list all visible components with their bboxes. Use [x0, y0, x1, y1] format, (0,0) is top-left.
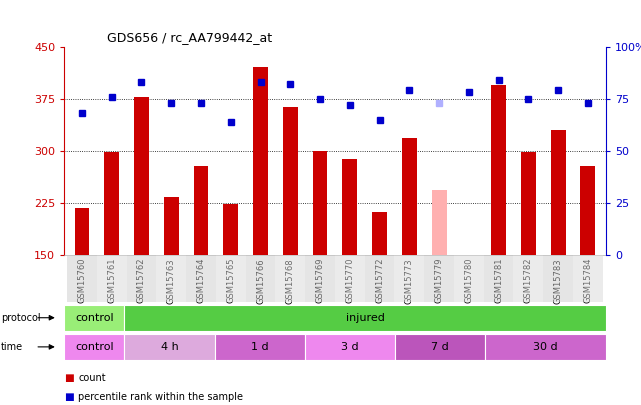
- Bar: [215, 334, 305, 360]
- Bar: [491, 85, 506, 255]
- Bar: [64, 334, 124, 360]
- Bar: [216, 255, 246, 302]
- Bar: [305, 255, 335, 302]
- Bar: [573, 255, 603, 302]
- Bar: [223, 204, 238, 255]
- Bar: [402, 139, 417, 255]
- Text: 7 d: 7 d: [431, 342, 449, 352]
- Bar: [431, 190, 447, 255]
- Text: percentile rank within the sample: percentile rank within the sample: [78, 392, 243, 402]
- Bar: [276, 255, 305, 302]
- Text: time: time: [1, 342, 23, 352]
- Bar: [365, 255, 394, 302]
- Bar: [74, 208, 89, 255]
- Bar: [127, 255, 156, 302]
- Bar: [186, 255, 216, 302]
- Bar: [513, 255, 543, 302]
- Text: ■: ■: [64, 392, 74, 402]
- Bar: [581, 166, 595, 255]
- Bar: [484, 255, 513, 302]
- Bar: [342, 159, 357, 255]
- Text: 1 d: 1 d: [251, 342, 269, 352]
- Text: count: count: [78, 373, 106, 383]
- Bar: [551, 130, 565, 255]
- Bar: [372, 212, 387, 255]
- Bar: [156, 255, 186, 302]
- Text: 30 d: 30 d: [533, 342, 558, 352]
- Bar: [194, 166, 208, 255]
- Bar: [246, 255, 276, 302]
- Bar: [97, 255, 127, 302]
- Bar: [283, 107, 297, 255]
- Text: control: control: [75, 313, 113, 323]
- Bar: [424, 255, 454, 302]
- Bar: [164, 198, 179, 255]
- Bar: [543, 255, 573, 302]
- Bar: [521, 152, 536, 255]
- Bar: [124, 305, 606, 331]
- Text: 4 h: 4 h: [160, 342, 178, 352]
- Text: ■: ■: [64, 373, 74, 383]
- Text: control: control: [75, 342, 113, 352]
- Bar: [253, 67, 268, 255]
- Bar: [485, 334, 606, 360]
- Text: GDS656 / rc_AA799442_at: GDS656 / rc_AA799442_at: [108, 31, 272, 44]
- Bar: [454, 255, 484, 302]
- Bar: [305, 334, 395, 360]
- Text: protocol: protocol: [1, 313, 40, 323]
- Bar: [104, 152, 119, 255]
- Text: injured: injured: [345, 313, 385, 323]
- Bar: [134, 97, 149, 255]
- Bar: [124, 334, 215, 360]
- Bar: [64, 305, 124, 331]
- Bar: [395, 334, 485, 360]
- Text: 3 d: 3 d: [341, 342, 359, 352]
- Bar: [394, 255, 424, 302]
- Bar: [67, 255, 97, 302]
- Bar: [335, 255, 365, 302]
- Bar: [313, 151, 328, 255]
